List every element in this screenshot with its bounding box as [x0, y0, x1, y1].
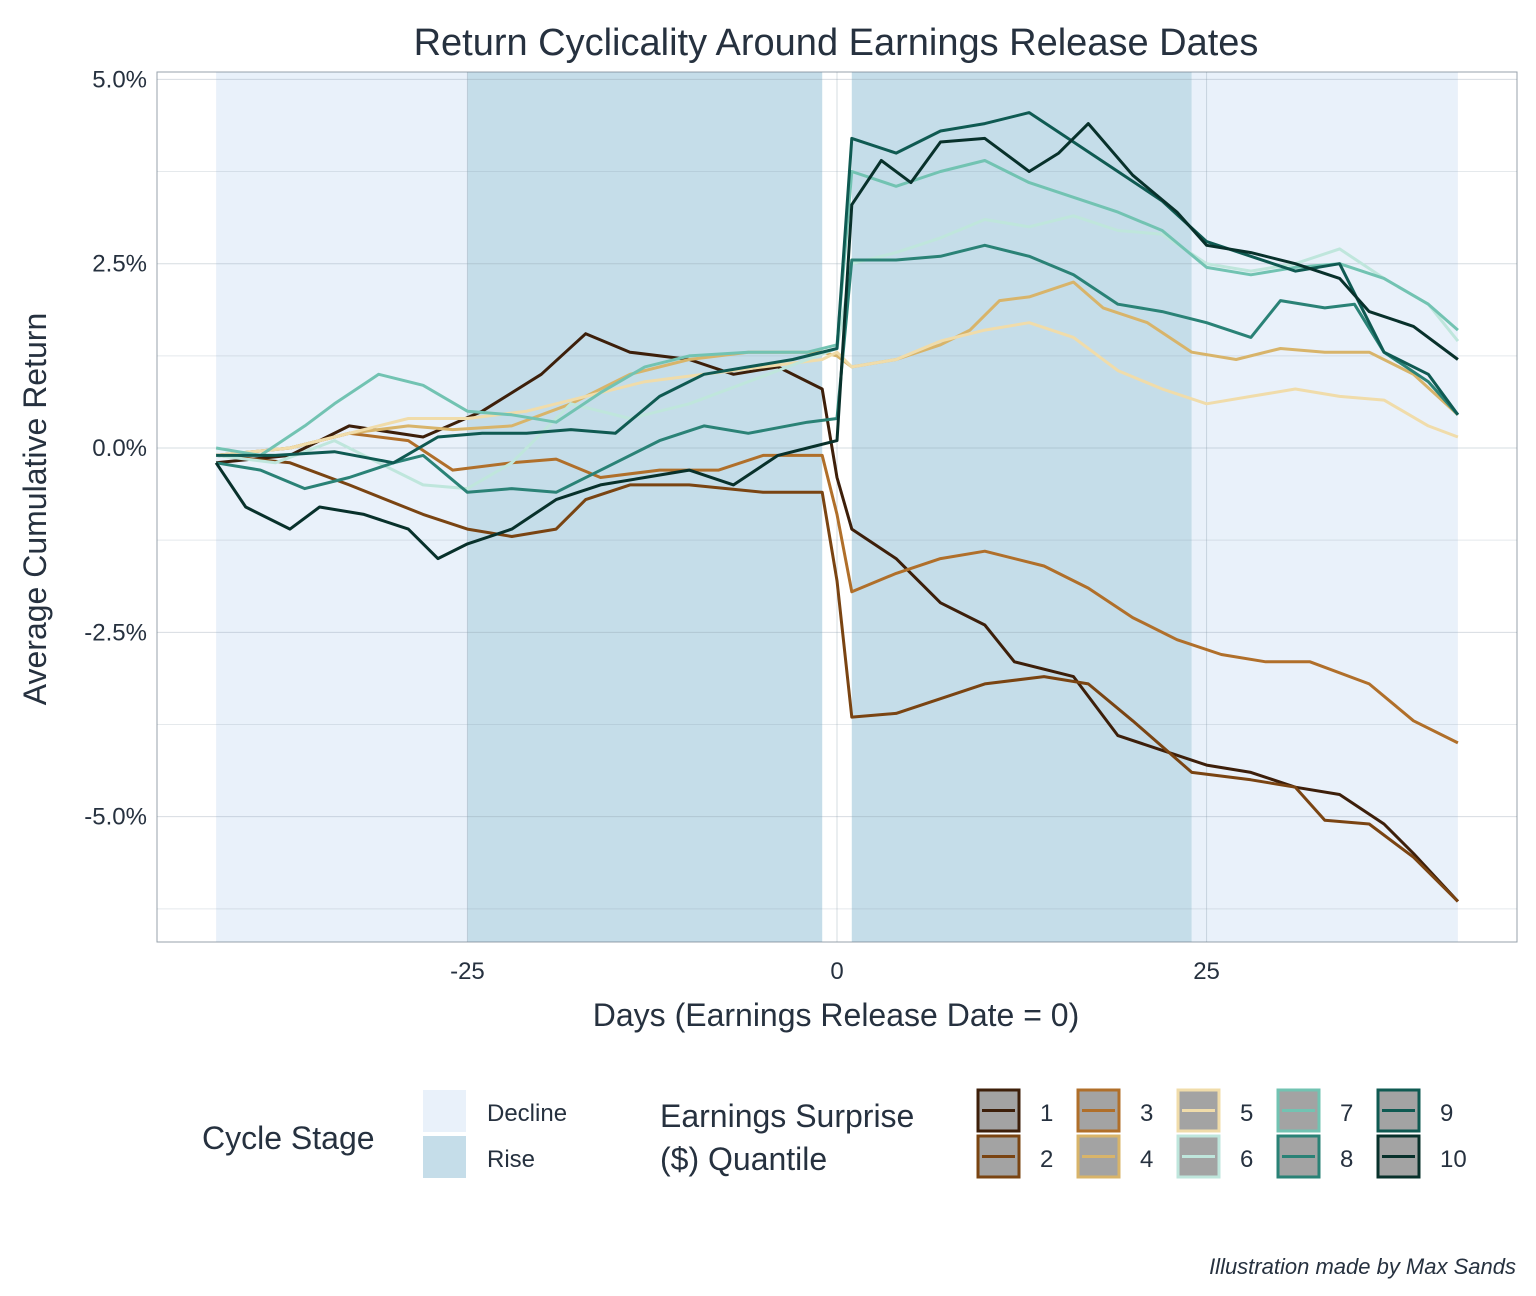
series-line-9	[216, 111, 1460, 465]
legend-label-9: 9	[1440, 1100, 1453, 1127]
legend-label-rise: Rise	[487, 1146, 535, 1173]
caption: Illustration made by Max Sands	[1209, 1254, 1516, 1279]
legend-series-title-line-2: ($) Quantile	[660, 1141, 827, 1177]
x-tick-label: -25	[450, 958, 485, 985]
panel-border	[156, 71, 1518, 943]
legend-label-5: 5	[1240, 1100, 1253, 1127]
x-axis-title: Days (Earnings Release Date = 0)	[593, 997, 1079, 1033]
series-line-2	[215, 453, 1459, 903]
series-line-1	[215, 332, 1460, 903]
legend-label-6: 6	[1240, 1146, 1253, 1173]
x-tick-label: 0	[830, 958, 843, 985]
series-line-10	[214, 122, 1459, 561]
y-tick-label: -5.0%	[84, 804, 147, 831]
y-tick-label: 5.0%	[92, 66, 147, 93]
legend-key-rise	[423, 1136, 466, 1178]
x-tick-label: 25	[1193, 958, 1220, 985]
y-tick-label: 2.5%	[92, 251, 147, 278]
legend-label-10: 10	[1440, 1146, 1467, 1173]
legend-label-3: 3	[1140, 1100, 1153, 1127]
cycle-region-decline-1	[216, 72, 468, 942]
plot-area: 5.0% 2.5% 0.0% -2.5% -5.0% -25 0 25	[84, 66, 1518, 985]
legend-cycle-stage: Cycle Stage Decline Rise	[202, 1090, 567, 1178]
legend-label-7: 7	[1340, 1100, 1353, 1127]
y-tick-label: -2.5%	[84, 619, 147, 646]
legend-key-decline	[423, 1090, 466, 1132]
series-line-6	[215, 214, 1460, 491]
series-line-3	[215, 431, 1459, 745]
cycle-region-rise-2	[467, 72, 823, 942]
chart-title: Return Cyclicality Around Earnings Relea…	[414, 22, 1259, 64]
cycle-region-decline-4	[1191, 72, 1458, 942]
legend-label-decline: Decline	[487, 1100, 567, 1127]
legend-label-4: 4	[1140, 1146, 1153, 1173]
legend-series-title-line-1: Earnings Surprise	[660, 1098, 914, 1134]
legend-label-8: 8	[1340, 1146, 1353, 1173]
legend-earnings-surprise: Earnings Surprise ($) Quantile 1 2 3 4 5 6 7 8 9…	[660, 1088, 1467, 1179]
series-line-4	[215, 280, 1459, 457]
series-line-5	[215, 321, 1459, 457]
y-tick-label: 0.0%	[92, 435, 147, 462]
y-axis-title: Average Cumulative Return	[17, 313, 53, 706]
series-line-8	[215, 243, 1460, 494]
cycle-region-rise-3	[851, 72, 1192, 942]
legend-cycle-title: Cycle Stage	[202, 1120, 375, 1156]
legend-label-1: 1	[1040, 1100, 1053, 1127]
legend-label-2: 2	[1040, 1146, 1053, 1173]
